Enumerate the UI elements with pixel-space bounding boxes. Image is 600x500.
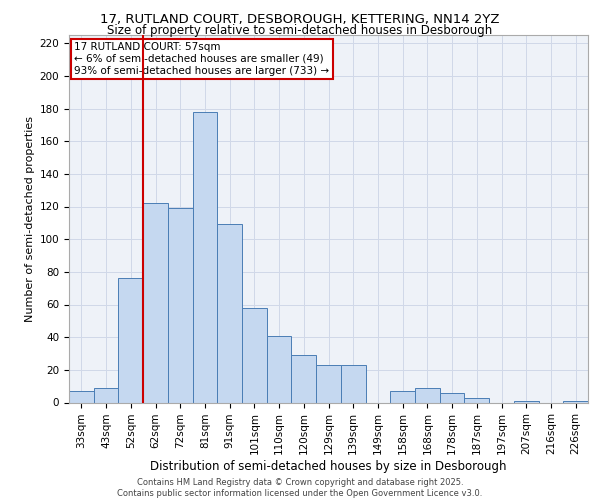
Bar [440,392,464,402]
Bar [415,388,440,402]
Bar [316,365,341,403]
Bar [390,391,415,402]
Text: Size of property relative to semi-detached houses in Desborough: Size of property relative to semi-detach… [107,24,493,37]
X-axis label: Distribution of semi-detached houses by size in Desborough: Distribution of semi-detached houses by … [150,460,507,473]
Text: 17, RUTLAND COURT, DESBOROUGH, KETTERING, NN14 2YZ: 17, RUTLAND COURT, DESBOROUGH, KETTERING… [100,12,500,26]
Bar [193,112,217,403]
Bar [118,278,143,402]
Bar [69,391,94,402]
Bar [563,401,588,402]
Bar [242,308,267,402]
Bar [267,336,292,402]
Bar [514,401,539,402]
Bar [94,388,118,402]
Bar [292,355,316,403]
Text: Contains HM Land Registry data © Crown copyright and database right 2025.
Contai: Contains HM Land Registry data © Crown c… [118,478,482,498]
Y-axis label: Number of semi-detached properties: Number of semi-detached properties [25,116,35,322]
Bar [143,203,168,402]
Bar [168,208,193,402]
Bar [341,365,365,403]
Bar [217,224,242,402]
Bar [464,398,489,402]
Text: 17 RUTLAND COURT: 57sqm
← 6% of semi-detached houses are smaller (49)
93% of sem: 17 RUTLAND COURT: 57sqm ← 6% of semi-det… [74,42,329,76]
